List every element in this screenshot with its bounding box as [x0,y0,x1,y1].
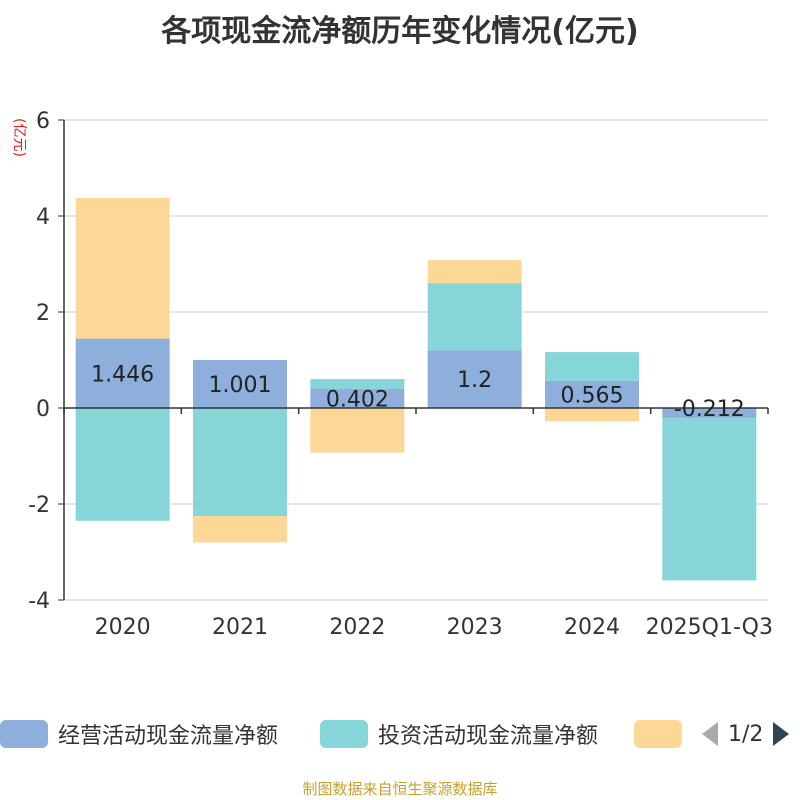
x-tick-label: 2020 [95,615,151,640]
legend-next-icon[interactable] [771,720,791,748]
bar-investing-2025Q1-Q3 [662,418,757,581]
bar-investing-2024 [545,352,639,381]
legend-swatch-investing [320,720,368,748]
data-label-2020: 1.446 [91,362,154,387]
legend-label-operating: 经营活动现金流量净额 [58,724,279,749]
y-tick-label: 0 [36,397,50,422]
legend-item-operating[interactable]: 经营活动现金流量净额 [0,716,278,752]
legend-page-indicator: 1/2 [728,721,764,747]
bar-operating-2024 [545,380,639,408]
bar-operating-2020 [75,338,170,408]
data-label-2025Q1-Q3: -0.212 [674,397,745,422]
bar-financing-2023 [427,260,522,284]
bar-investing-2021 [193,408,287,516]
y-tick-label: 6 [36,109,50,134]
data-label-2023: 1.2 [457,368,492,393]
chart-title: 各项现金流净额历年变化情况(亿元) [161,14,639,49]
bar-investing-2020 [75,408,170,521]
bar-investing-2022 [310,379,405,389]
legend-label-investing: 投资活动现金流量净额 [378,724,599,749]
x-tick-label: 2024 [564,615,620,640]
data-source-note: 制图数据来自恒生聚源数据库 [302,780,498,798]
bar-operating-2025Q1-Q3 [662,408,757,419]
bar-operating-2023 [427,350,522,408]
bar-investing-2023 [427,283,522,351]
data-label-2024: 0.565 [561,383,624,408]
x-tick-label: 2022 [329,615,385,640]
bar-financing-2022 [310,408,405,453]
bar-operating-2021 [193,359,287,408]
y-tick-label: -4 [28,589,50,614]
legend-item-investing[interactable]: 投资活动现金流量净额 [320,716,598,752]
bar-financing-2024 [545,408,639,422]
bar-financing-2020 [75,197,170,339]
y-tick-label: -2 [28,493,50,518]
y-tick-label: 4 [36,205,50,230]
bar-financing-2021 [193,516,287,543]
y-tick-label: 2 [36,301,50,326]
legend: 经营活动现金流量净额 投资活动现金流量净额 1/2 [0,716,800,756]
x-tick-label: 2021 [212,615,268,640]
legend-pager: 1/2 [700,716,791,752]
legend-swatch-operating [0,720,48,748]
bar-operating-2022 [310,388,405,408]
data-label-2022: 0.402 [326,387,389,412]
x-tick-label: 2025Q1-Q3 [646,615,773,640]
legend-swatch-financing [634,720,682,748]
legend-item-financing[interactable] [634,716,682,752]
x-tick-label: 2023 [447,615,503,640]
data-label-2021: 1.001 [209,373,272,398]
legend-prev-icon[interactable] [700,720,720,748]
